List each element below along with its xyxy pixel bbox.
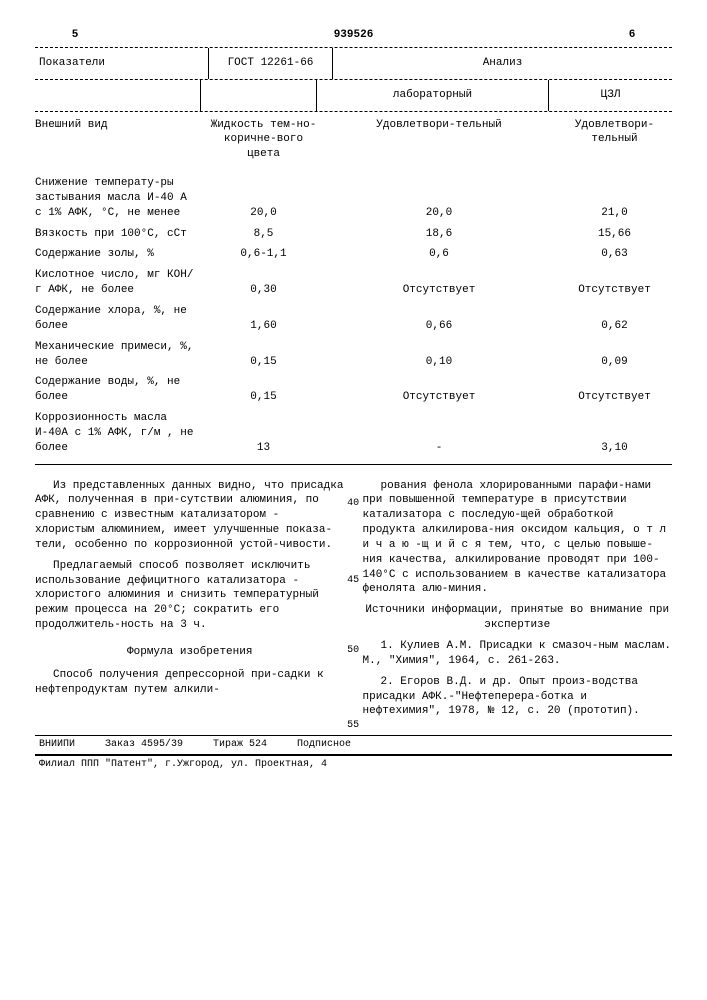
footer-tirage: Тираж 524 bbox=[213, 738, 267, 752]
row-label: Содержание золы, % bbox=[35, 247, 206, 262]
row-lab: 0,66 bbox=[321, 304, 557, 334]
line-num-55: 55 bbox=[347, 719, 359, 733]
row-label: Снижение температу-ры застывания масла И… bbox=[35, 176, 206, 221]
subcol-czl: ЦЗЛ bbox=[549, 80, 672, 111]
row-lab: 0,6 bbox=[321, 247, 557, 262]
para: Предлагаемый способ позволяет исключить … bbox=[35, 559, 345, 633]
table-body: Внешний вид Жидкость тем-но-коричне-вого… bbox=[35, 118, 672, 456]
body-text: 40 45 50 55 Из представленных данных вид… bbox=[35, 479, 672, 726]
table-subheader: лабораторный ЦЗЛ bbox=[35, 80, 672, 112]
subcol-lab: лабораторный bbox=[317, 80, 549, 111]
row-gost: 13 bbox=[206, 411, 321, 456]
table-row: Снижение температу-ры застывания масла И… bbox=[35, 176, 672, 221]
row-gost: 0,15 bbox=[206, 375, 321, 405]
table-row: Внешний вид Жидкость тем-но-коричне-вого… bbox=[35, 118, 672, 163]
footer-subscription: Подписное bbox=[297, 738, 351, 752]
line-num-40: 40 bbox=[347, 497, 359, 511]
row-label: Коррозионность масла И-40А с 1% АФК, г/м… bbox=[35, 411, 206, 456]
table-row: Содержание золы, % 0,6-1,1 0,6 0,63 bbox=[35, 247, 672, 262]
row-czl: 0,62 bbox=[557, 304, 672, 334]
sources-title: Источники информации, принятые во вниман… bbox=[363, 603, 673, 633]
footer-meta: ВНИИПИ Заказ 4595/39 Тираж 524 Подписное bbox=[35, 735, 672, 755]
row-czl: Отсутствует bbox=[557, 375, 672, 405]
line-num-50: 50 bbox=[347, 644, 359, 658]
line-num-45: 45 bbox=[347, 574, 359, 588]
row-label: Кислотное число, мг КОН/г АФК, не более bbox=[35, 268, 206, 298]
page-num-left: 5 bbox=[35, 28, 115, 43]
row-gost: 0,6-1,1 bbox=[206, 247, 321, 262]
row-lab: 0,10 bbox=[321, 340, 557, 370]
ref-1: 1. Кулиев А.М. Присадки к смазоч-ным мас… bbox=[363, 639, 673, 669]
table-row: Содержание хлора, %, не более 1,60 0,66 … bbox=[35, 304, 672, 334]
row-czl: 21,0 bbox=[557, 176, 672, 221]
row-czl: Отсутствует bbox=[557, 268, 672, 298]
table-row: Механические примеси, %, не более 0,15 0… bbox=[35, 340, 672, 370]
row-lab: Отсутствует bbox=[321, 375, 557, 405]
table-header: Показатели ГОСТ 12261-66 Анализ bbox=[35, 47, 672, 80]
table-row: Кислотное число, мг КОН/г АФК, не более … bbox=[35, 268, 672, 298]
footer: ВНИИПИ Заказ 4595/39 Тираж 524 Подписное… bbox=[35, 735, 672, 773]
row-gost: 20,0 bbox=[206, 176, 321, 221]
footer-address: Филиал ППП "Патент", г.Ужгород, ул. Прое… bbox=[35, 755, 672, 774]
row-gost: 1,60 bbox=[206, 304, 321, 334]
col-header-gost: ГОСТ 12261-66 bbox=[209, 48, 333, 79]
right-column: рования фенола хлорированными парафи-нам… bbox=[363, 479, 673, 726]
row-gost: 0,30 bbox=[206, 268, 321, 298]
row-lab: 20,0 bbox=[321, 176, 557, 221]
row-czl: Удовлетвори-тельный bbox=[557, 118, 672, 163]
row-lab: Удовлетвори-тельный bbox=[321, 118, 557, 163]
row-lab: Отсутствует bbox=[321, 268, 557, 298]
footer-org: ВНИИПИ bbox=[39, 738, 75, 752]
row-lab: 18,6 bbox=[321, 227, 557, 242]
row-czl: 0,09 bbox=[557, 340, 672, 370]
table-row: Коррозионность масла И-40А с 1% АФК, г/м… bbox=[35, 411, 672, 456]
col-header-indicators: Показатели bbox=[35, 48, 209, 79]
para: рования фенола хлорированными парафи-нам… bbox=[363, 479, 673, 598]
row-label: Содержание хлора, %, не более bbox=[35, 304, 206, 334]
footer-order: Заказ 4595/39 bbox=[105, 738, 183, 752]
table-row: Содержание воды, %, не более 0,15 Отсутс… bbox=[35, 375, 672, 405]
row-lab: - bbox=[321, 411, 557, 456]
para: Способ получения депрессорной при-садки … bbox=[35, 668, 345, 698]
row-czl: 15,66 bbox=[557, 227, 672, 242]
row-label: Вязкость при 100°С, сСт bbox=[35, 227, 206, 242]
row-czl: 3,10 bbox=[557, 411, 672, 456]
row-gost: 0,15 bbox=[206, 340, 321, 370]
doc-number: 939526 bbox=[115, 28, 592, 43]
row-label: Внешний вид bbox=[35, 118, 206, 163]
page-header: 5 939526 6 bbox=[35, 28, 672, 43]
formula-title: Формула изобретения bbox=[35, 645, 345, 660]
ref-2: 2. Егоров В.Д. и др. Опыт произ-водства … bbox=[363, 675, 673, 720]
row-czl: 0,63 bbox=[557, 247, 672, 262]
col-header-analysis: Анализ bbox=[333, 48, 672, 79]
page-num-right: 6 bbox=[592, 28, 672, 43]
row-label: Содержание воды, %, не более bbox=[35, 375, 206, 405]
table-row: Вязкость при 100°С, сСт 8,5 18,6 15,66 bbox=[35, 227, 672, 242]
row-gost: 8,5 bbox=[206, 227, 321, 242]
row-gost: Жидкость тем-но-коричне-вого цвета bbox=[206, 118, 321, 163]
row-label: Механические примеси, %, не более bbox=[35, 340, 206, 370]
para: Из представленных данных видно, что прис… bbox=[35, 479, 345, 553]
left-column: Из представленных данных видно, что прис… bbox=[35, 479, 345, 726]
